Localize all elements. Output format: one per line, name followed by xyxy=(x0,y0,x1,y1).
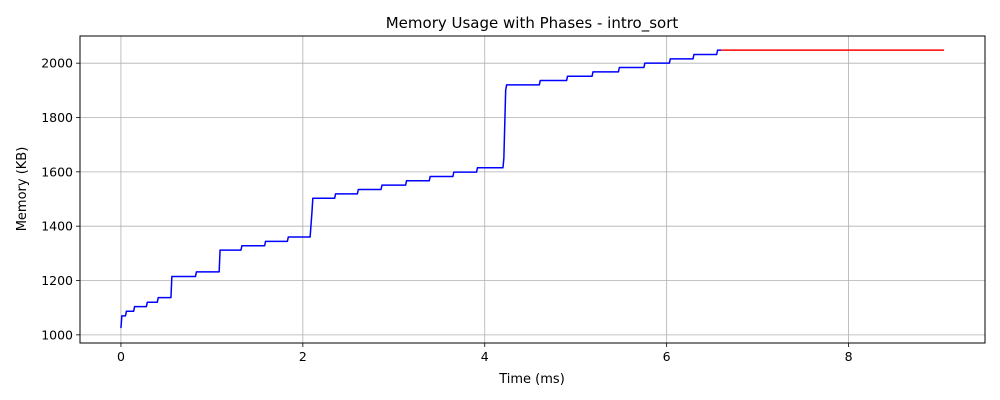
series-group xyxy=(120,49,945,329)
y-tick-label: 1200 xyxy=(41,273,73,288)
y-axis: 1000 1200 1400 1600 1800 2000 xyxy=(41,56,80,342)
x-tick-label: 2 xyxy=(299,349,307,364)
y-tick-label: 1800 xyxy=(41,110,73,125)
plot-frame xyxy=(79,35,986,344)
y-tick-label: 1400 xyxy=(41,219,73,234)
x-tick-label: 0 xyxy=(117,349,125,364)
y-axis-label: Memory (KB) xyxy=(15,147,30,232)
y-tick-label: 1600 xyxy=(41,164,73,179)
x-tick-label: 8 xyxy=(845,349,853,364)
grid xyxy=(80,36,985,343)
x-tick-label: 6 xyxy=(663,349,671,364)
y-tick-label: 1000 xyxy=(41,327,73,342)
series-line-1 xyxy=(120,49,722,329)
x-tick-label: 4 xyxy=(481,349,489,364)
y-tick-label: 2000 xyxy=(41,56,73,71)
x-axis-label: Time (ms) xyxy=(498,372,565,387)
chart-title: Memory Usage with Phases - intro_sort xyxy=(386,14,679,33)
x-axis: 0 2 4 6 8 xyxy=(117,343,853,364)
